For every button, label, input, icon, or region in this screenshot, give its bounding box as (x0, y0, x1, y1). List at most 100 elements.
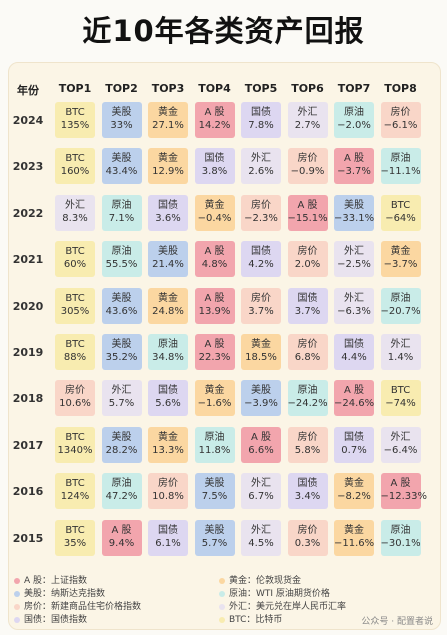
year-label-2022: 2022 (12, 206, 44, 220)
cell-asset-label: 国债 (344, 339, 364, 350)
cell-asset-label: BTC (65, 524, 85, 536)
cell-asset-label: 美股 (344, 199, 364, 211)
cell-asset-label: 房价 (297, 524, 318, 536)
cell-asset-label: A 股 (111, 524, 132, 536)
cell-asset-label: 美股 (158, 246, 178, 258)
table-cell-2017-top7: 国债 0.7% (334, 426, 374, 463)
cell-asset-label: 黄金 (344, 478, 364, 490)
table-cell-2018-top5: 美股 −3.9% (241, 380, 281, 417)
cell-return-value: −6.1% (383, 120, 418, 131)
cell-return-value: 160% (60, 166, 90, 178)
cell-asset-label: 原油 (297, 385, 318, 397)
cell-asset-label: 房价 (251, 292, 271, 304)
cell-asset-label: A 股 (204, 107, 225, 118)
cell-asset-label: 原油 (111, 246, 132, 258)
table-cell-2024-top6: 外汇 2.7% (287, 102, 328, 138)
cell-asset-label: 国债 (158, 385, 178, 397)
cell-return-value: −11.1% (380, 166, 421, 178)
cell-return-value: 24.8% (152, 305, 184, 317)
table-cell-2020-top1: BTC 305% (55, 287, 95, 324)
cell-asset-label: 房价 (390, 107, 411, 118)
column-header-top6: TOP6 (291, 82, 324, 95)
cell-return-value: 0.3% (294, 537, 321, 549)
cell-return-value: 22.3% (198, 352, 231, 363)
cell-asset-label: 黄金 (204, 385, 225, 397)
cell-return-value: 21.4% (152, 259, 184, 271)
year-label-2023: 2023 (12, 160, 44, 174)
cell-asset-label: BTC (65, 107, 85, 118)
cell-return-value: 10.8% (152, 491, 184, 503)
cell-asset-label: A 股 (204, 292, 225, 304)
table-cell-2018-top6: 原油 −24.2% (287, 380, 328, 417)
table-cell-2023-top8: 原油 −11.1% (380, 148, 421, 185)
cell-asset-label: 国债 (204, 153, 225, 165)
cell-asset-label: 房价 (65, 385, 85, 397)
cell-return-value: 2.0% (294, 259, 321, 271)
cell-return-value: −2.5% (337, 259, 371, 271)
cell-return-value: 35.2% (105, 352, 138, 363)
table-cell-2017-top3: 黄金 13.3% (148, 426, 188, 463)
table-cell-2022-top3: 国债 3.6% (148, 194, 188, 231)
table-cell-2022-top1: 外汇 8.3% (55, 194, 95, 231)
cell-asset-label: 国债 (251, 107, 271, 118)
table-cell-2021-top7: 外汇 −2.5% (334, 241, 374, 278)
cell-asset-label: 黄金 (158, 107, 178, 118)
cell-asset-label: 外汇 (65, 199, 85, 211)
table-cell-2016-top2: 原油 47.2% (101, 473, 142, 510)
cell-asset-label: BTC (65, 431, 85, 443)
legend-item: 外汇：美元兑在岸人民币汇率 (219, 599, 346, 612)
legend-text: 房价：新建商品住宅价格指数 (24, 602, 142, 612)
table-cell-2021-top3: 美股 21.4% (148, 241, 188, 278)
table-cell-2022-top6: A 股 −15.1% (287, 194, 328, 231)
cell-asset-label: 外汇 (297, 107, 318, 118)
cell-asset-label: 美股 (111, 431, 132, 443)
cell-return-value: 3.8% (201, 166, 228, 178)
cell-return-value: 3.7% (248, 305, 274, 317)
table-cell-2020-top4: A 股 13.9% (194, 287, 235, 324)
table-cell-2019-top5: 黄金 18.5% (241, 334, 281, 370)
cell-asset-label: BTC (390, 385, 411, 397)
cell-return-value: 6.1% (155, 537, 181, 549)
cell-asset-label: BTC (65, 246, 85, 258)
cell-asset-label: 原油 (111, 478, 132, 490)
cell-asset-label: 外汇 (390, 339, 411, 350)
cell-return-value: 3.6% (155, 212, 181, 224)
cell-return-value: 88% (63, 352, 87, 363)
cell-asset-label: 国债 (158, 524, 178, 536)
table-cell-2015-top4: 美股 5.7% (194, 519, 235, 556)
legend-item: BTC：比特币 (219, 612, 282, 625)
legend-text: BTC：比特币 (229, 615, 283, 625)
legend-text: 外汇：美元兑在岸人民币汇率 (229, 602, 347, 612)
cell-return-value: 5.6% (155, 398, 181, 410)
table-cell-2021-top2: 原油 55.5% (101, 241, 142, 278)
cell-asset-label: 原油 (204, 431, 225, 443)
cell-return-value: 124% (60, 491, 90, 503)
cell-return-value: 4.4% (341, 352, 367, 363)
cell-return-value: 4.5% (248, 537, 274, 549)
table-cell-2024-top4: A 股 14.2% (194, 102, 235, 138)
cell-return-value: −74% (385, 398, 416, 410)
cell-return-value: −3.7% (383, 259, 418, 271)
table-cell-2021-top6: 房价 2.0% (287, 241, 328, 278)
legend-swatch-icon (219, 590, 225, 597)
cell-return-value: −6.3% (337, 305, 371, 317)
table-cell-2016-top4: 美股 7.5% (194, 473, 235, 510)
table-cell-2019-top8: 外汇 1.4% (380, 334, 421, 370)
cell-return-value: 28.2% (105, 444, 138, 456)
legend-text: 国债：国债指数 (24, 615, 88, 625)
legend-swatch-icon (14, 590, 20, 597)
cell-asset-label: A 股 (204, 339, 225, 350)
cell-return-value: 43.4% (105, 166, 138, 178)
cell-asset-label: 房价 (251, 199, 271, 211)
table-cell-2018-top1: 房价 10.6% (55, 380, 95, 417)
cell-return-value: 6.6% (248, 444, 274, 456)
year-label-2020: 2020 (12, 299, 44, 313)
table-cell-2022-top4: 黄金 −0.4% (194, 194, 235, 231)
cell-return-value: −8.2% (337, 491, 371, 503)
cell-asset-label: 黄金 (158, 153, 178, 165)
legend-swatch-icon (219, 603, 225, 610)
table-cell-2015-top6: 房价 0.3% (287, 519, 328, 556)
column-header-top7: TOP7 (337, 82, 371, 95)
cell-return-value: 33% (110, 120, 133, 131)
legend-item: 美股：纳斯达克指数 (14, 586, 105, 599)
